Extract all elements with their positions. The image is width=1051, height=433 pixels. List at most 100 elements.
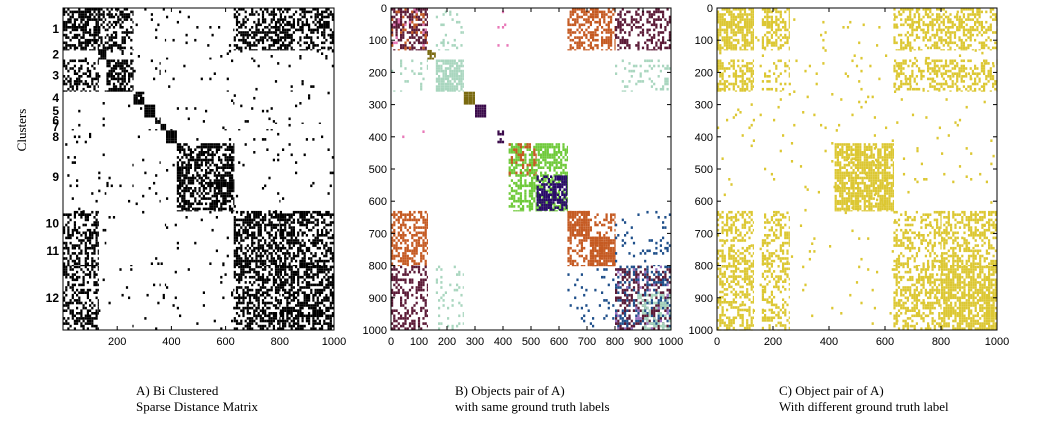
- matrix-cell: [231, 210, 234, 212]
- pair-cell: [420, 49, 423, 51]
- matrix-cell: [299, 102, 302, 105]
- matrix-cell: [86, 288, 89, 292]
- matrix-cell: [244, 26, 247, 29]
- matrix-cell: [321, 309, 324, 312]
- matrix-cell: [106, 41, 109, 45]
- matrix-cell: [205, 109, 208, 113]
- pair-cell: [536, 175, 539, 178]
- matrix-cell: [282, 286, 285, 289]
- matrix-cell: [323, 296, 326, 300]
- pair-cell: [594, 246, 597, 250]
- matrix-cell: [84, 223, 87, 227]
- pair-cell: [635, 319, 638, 323]
- matrix-cell: [224, 166, 227, 169]
- pair-cell: [664, 299, 667, 302]
- matrix-cell: [65, 26, 68, 29]
- matrix-cell: [89, 33, 92, 37]
- matrix-cell: [292, 239, 295, 242]
- matrix-cell: [266, 319, 269, 323]
- matrix-cell: [314, 44, 317, 47]
- pair-cell: [438, 80, 441, 83]
- matrix-cell: [305, 23, 308, 27]
- matrix-cell: [253, 151, 256, 154]
- pair-cell: [554, 196, 557, 199]
- matrix-cell: [202, 120, 205, 123]
- matrix-cell: [95, 218, 98, 222]
- matrix-cell: [89, 8, 92, 11]
- pair-cell: [545, 196, 548, 199]
- matrix-cell: [297, 293, 300, 297]
- matrix-cell: [284, 223, 287, 227]
- matrix-cell: [301, 301, 304, 305]
- matrix-cell: [305, 273, 308, 276]
- matrix-cell: [89, 314, 92, 318]
- pair-cell: [531, 151, 534, 154]
- matrix-cell: [65, 49, 68, 51]
- pair-cell: [470, 99, 473, 102]
- matrix-cell: [253, 309, 256, 312]
- matrix-cell: [301, 314, 304, 318]
- matrix-cell: [73, 221, 76, 224]
- matrix-cell: [130, 10, 133, 14]
- pair-cell: [540, 174, 543, 177]
- matrix-cell: [104, 36, 107, 39]
- pair-cell: [538, 198, 541, 202]
- matrix-cell: [76, 244, 79, 247]
- pair-cell: [526, 205, 529, 208]
- matrix-cell: [327, 8, 330, 11]
- matrix-cell: [104, 28, 107, 32]
- matrix-cell: [106, 80, 109, 83]
- matrix-cell: [331, 275, 334, 279]
- matrix-cell: [248, 44, 252, 47]
- matrix-cell: [284, 221, 287, 224]
- pair-cell: [607, 257, 610, 260]
- matrix-cell: [233, 327, 236, 330]
- matrix-cell: [128, 77, 131, 81]
- pair-cell: [522, 207, 525, 211]
- pair-cell: [536, 201, 539, 204]
- matrix-cell: [76, 85, 79, 88]
- matrix-cell: [69, 324, 72, 328]
- matrix-cell: [233, 143, 235, 146]
- matrix-cell: [82, 41, 85, 45]
- matrix-cell: [255, 49, 258, 51]
- matrix-cell: [308, 322, 311, 325]
- pair-cell: [444, 69, 447, 73]
- pair-cell: [569, 241, 572, 245]
- pair-cell: [587, 223, 590, 227]
- matrix-cell: [318, 257, 321, 260]
- matrix-cell: [316, 317, 319, 320]
- matrix-cell: [272, 216, 275, 219]
- matrix-cell: [82, 23, 85, 27]
- matrix-cell: [218, 187, 221, 190]
- matrix-cell: [207, 207, 210, 211]
- matrix-cell: [176, 171, 179, 175]
- matrix-cell: [110, 87, 113, 91]
- matrix-cell: [314, 15, 317, 19]
- matrix-cell: [220, 161, 223, 164]
- matrix-cell: [112, 64, 116, 68]
- matrix-cell: [196, 207, 199, 211]
- matrix-cell: [251, 234, 254, 237]
- matrix-cell: [82, 270, 85, 274]
- pair-cell: [515, 184, 518, 188]
- matrix-cell: [238, 299, 241, 302]
- matrix-cell: [82, 281, 85, 284]
- matrix-cell: [297, 275, 300, 279]
- matrix-cell: [255, 306, 258, 310]
- matrix-cell: [279, 44, 282, 47]
- pair-cell: [435, 69, 438, 73]
- matrix-cell: [220, 202, 223, 206]
- matrix-cell: [266, 278, 269, 282]
- matrix-cell: [277, 322, 280, 325]
- matrix-cell: [257, 314, 260, 318]
- matrix-cell: [106, 77, 109, 81]
- pair-cell: [420, 8, 423, 11]
- matrix-cell: [261, 10, 265, 14]
- pair-cell: [462, 85, 464, 88]
- matrix-cell: [279, 213, 282, 216]
- matrix-cell: [277, 28, 280, 32]
- pair-cell: [541, 183, 544, 186]
- matrix-cell: [284, 324, 287, 328]
- pair-cell: [540, 143, 543, 146]
